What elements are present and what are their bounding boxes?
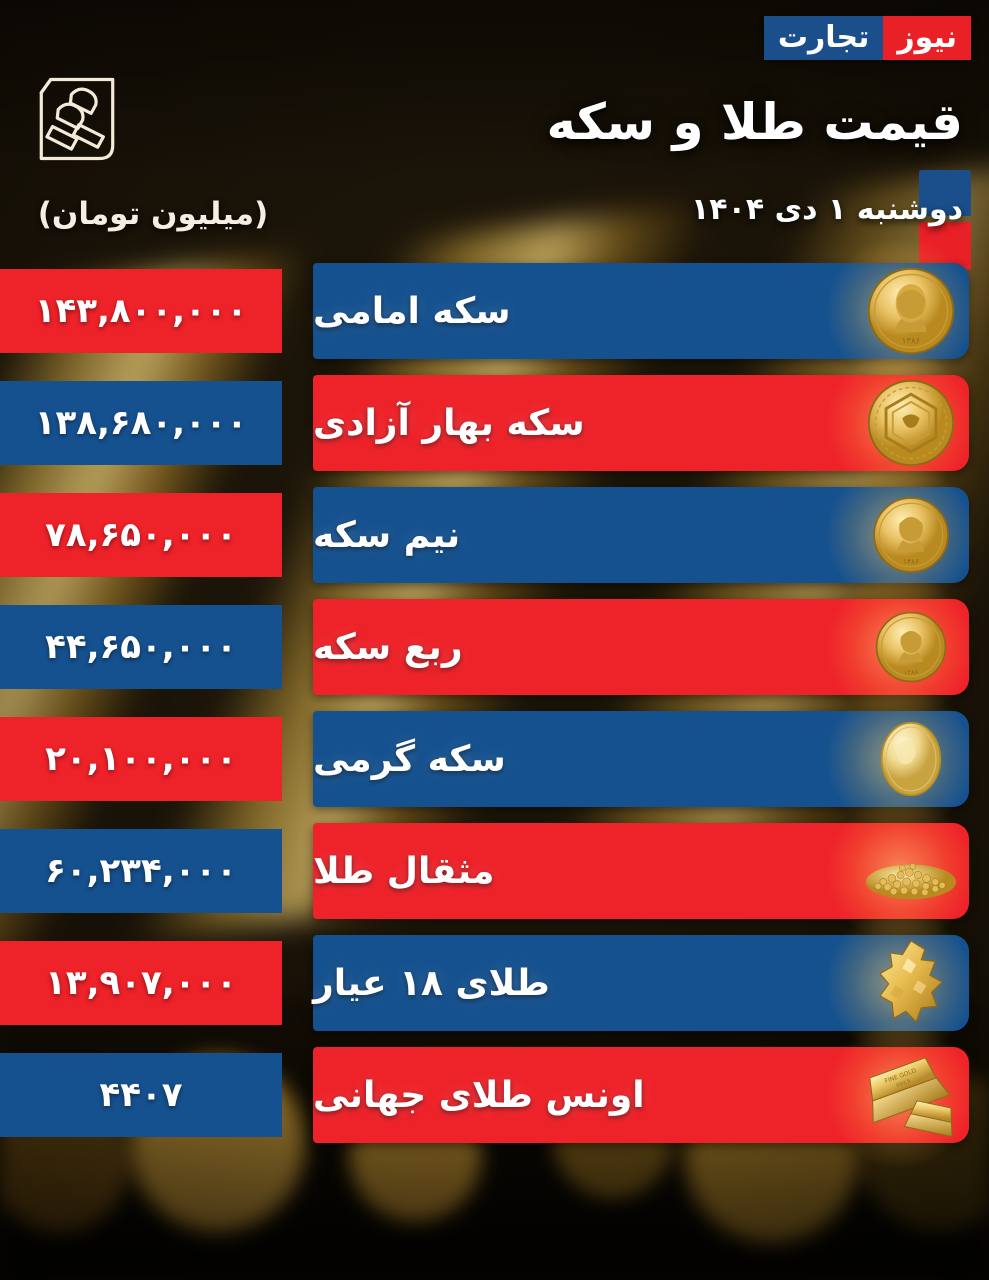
item-bar[interactable]: سکه گرمی xyxy=(313,684,975,834)
price-value: ۱۳,۹۰۷,۰۰۰ xyxy=(45,963,237,1003)
table-row[interactable]: ۱۴۳,۸۰۰,۰۰۰ سکه امامی ۱۳۸۶ xyxy=(0,236,989,386)
table-row[interactable]: ۶۰,۲۳۴,۰۰۰ مثقال طلا xyxy=(0,796,989,946)
logo-primary-text: تجارت xyxy=(763,16,884,60)
price-box: ۱۳,۹۰۷,۰۰۰ xyxy=(0,941,282,1025)
price-value: ۶۰,۲۳۴,۰۰۰ xyxy=(45,851,237,891)
icon-glow xyxy=(825,1020,975,1170)
date-text: دوشنبه ۱ دی ۱۴۰۴ xyxy=(690,192,963,227)
price-value: ۱۳۸,۶۸۰,۰۰۰ xyxy=(34,403,248,443)
price-box: ۶۰,۲۳۴,۰۰۰ xyxy=(0,829,282,913)
item-label: اونس طلای جهانی xyxy=(313,1074,645,1116)
unit-label: (میلیون تومان) xyxy=(37,196,269,232)
item-bar[interactable]: مثقال طلا xyxy=(313,796,975,946)
item-bar[interactable]: ربع سکه ۱۳۸۶ xyxy=(313,572,975,722)
price-value: ۲۰,۱۰۰,۰۰۰ xyxy=(45,739,237,779)
item-label: سکه بهار آزادی xyxy=(313,402,585,444)
item-label: سکه امامی xyxy=(313,290,511,332)
table-row[interactable]: ۱۳,۹۰۷,۰۰۰ طلای ۱۸ عیار xyxy=(0,908,989,1058)
gold-bars-icon xyxy=(30,72,124,166)
item-label: مثقال طلا xyxy=(313,850,495,892)
item-label: نیم سکه xyxy=(313,514,461,556)
table-row[interactable]: ۲۰,۱۰۰,۰۰۰ سکه گرمی xyxy=(0,684,989,834)
price-table: ۱۴۳,۸۰۰,۰۰۰ سکه امامی ۱۳۸۶ xyxy=(0,236,989,1170)
item-label: ربع سکه xyxy=(313,626,463,668)
table-row[interactable]: ۴۴,۶۵۰,۰۰۰ ربع سکه ۱۳۸۶ xyxy=(0,572,989,722)
price-value: ۴۴۰۷ xyxy=(99,1075,183,1115)
item-bar[interactable]: اونس طلای جهانی FINE GOLD 999.9 xyxy=(313,1020,975,1170)
price-box: ۷۸,۶۵۰,۰۰۰ xyxy=(0,493,282,577)
price-value: ۷۸,۶۵۰,۰۰۰ xyxy=(45,515,237,555)
price-box: ۴۴,۶۵۰,۰۰۰ xyxy=(0,605,282,689)
logo-secondary-text: نیوز xyxy=(883,16,971,60)
page-title: قیمت طلا و سکه xyxy=(546,93,963,151)
item-label: سکه گرمی xyxy=(313,738,506,780)
table-row[interactable]: ۷۸,۶۵۰,۰۰۰ نیم سکه ۱۳۸۶ xyxy=(0,460,989,610)
price-box: ۱۳۸,۶۸۰,۰۰۰ xyxy=(0,381,282,465)
price-box: ۴۴۰۷ xyxy=(0,1053,282,1137)
item-bar[interactable]: نیم سکه ۱۳۸۶ xyxy=(313,460,975,610)
price-box: ۲۰,۱۰۰,۰۰۰ xyxy=(0,717,282,801)
headline-block: قیمت طلا و سکه xyxy=(543,93,971,269)
item-bar[interactable]: طلای ۱۸ عیار xyxy=(313,908,975,1058)
accent-block-blue xyxy=(919,170,971,216)
price-box: ۱۴۳,۸۰۰,۰۰۰ xyxy=(0,269,282,353)
price-value: ۱۴۳,۸۰۰,۰۰۰ xyxy=(34,291,248,331)
price-value: ۴۴,۶۵۰,۰۰۰ xyxy=(45,627,237,667)
table-row[interactable]: ۴۴۰۷ اونس طلای جهانی FINE GOLD xyxy=(0,1020,989,1170)
item-bar[interactable]: سکه بهار آزادی xyxy=(313,348,975,498)
site-logo[interactable]: نیوز تجارت xyxy=(763,16,971,60)
item-bar[interactable]: سکه امامی ۱۳۸۶ xyxy=(313,236,975,386)
table-row[interactable]: ۱۳۸,۶۸۰,۰۰۰ سکه بهار آزادی xyxy=(0,348,989,498)
item-label: طلای ۱۸ عیار xyxy=(313,962,550,1004)
